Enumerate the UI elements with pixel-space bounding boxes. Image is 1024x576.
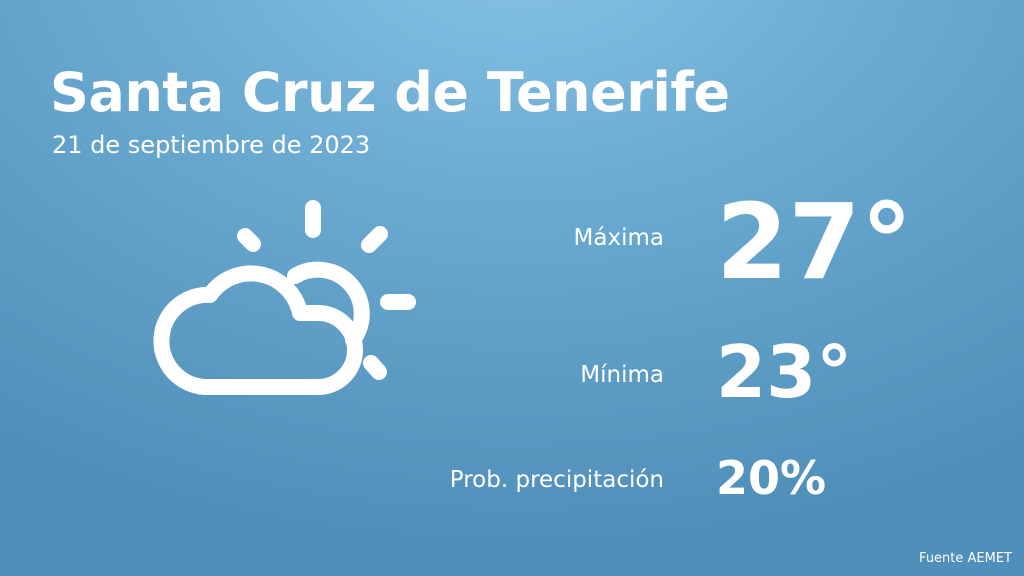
max-label: Máxima	[573, 225, 664, 251]
min-value: 23°	[716, 330, 853, 414]
min-label: Mínima	[580, 362, 664, 388]
max-value: 27°	[716, 181, 913, 303]
source-credit: Fuente AEMET	[919, 551, 1012, 566]
forecast-date: 21 de septiembre de 2023	[52, 131, 371, 159]
partly-cloudy-icon	[153, 200, 416, 395]
precip-label: Prob. precipitación	[449, 467, 664, 493]
precip-value: 20%	[716, 451, 827, 505]
city-title: Santa Cruz de Tenerife	[50, 61, 730, 124]
